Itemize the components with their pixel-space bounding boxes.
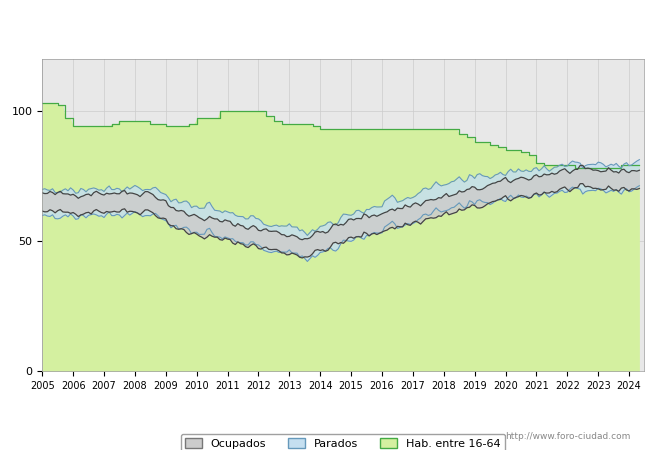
Legend: Ocupados, Parados, Hab. entre 16-64: Ocupados, Parados, Hab. entre 16-64 [181, 434, 505, 450]
Text: http://www.foro-ciudad.com: http://www.foro-ciudad.com [505, 432, 630, 441]
Text: Sieteiglesias de Tormes - Evolucion de la poblacion en edad de Trabajar Mayo de : Sieteiglesias de Tormes - Evolucion de l… [47, 18, 603, 29]
